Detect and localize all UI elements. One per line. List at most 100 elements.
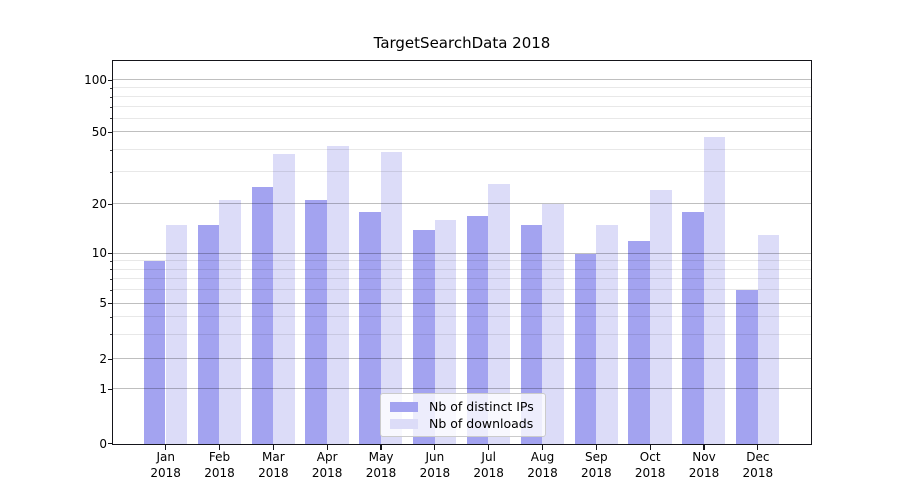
x-axis-tick-mark-aug [541, 445, 544, 450]
x-tick-month: Jun [425, 450, 445, 464]
x-tick-month: Jul [481, 450, 496, 464]
y-axis-minor-tick-mark-6 [110, 290, 113, 292]
x-axis-tick-mark-sep [595, 445, 597, 450]
x-axis-tick-label-jan: Jan 2018 [134, 450, 198, 481]
x-tick-year: 2018 [150, 465, 181, 480]
y-axis-tick-label-2: 2 [99, 352, 107, 367]
y-axis-tick-label-20: 20 [91, 197, 107, 212]
bar-distinct-ips-apr [305, 200, 327, 444]
bar-distinct-ips-oct [628, 240, 650, 444]
y-axis-tick-mark-5 [108, 302, 113, 304]
x-tick-year: 2018 [365, 465, 397, 480]
x-axis-tick-label-oct: Oct 2018 [618, 450, 682, 481]
y-axis-tick-mark-20 [108, 203, 113, 205]
gridline-major-50 [113, 131, 811, 133]
x-axis-tick-label-feb: Feb 2018 [188, 450, 252, 481]
x-tick-month: Sep [585, 450, 608, 464]
bar-distinct-ips-nov [682, 211, 704, 444]
gridline-minor-90 [113, 87, 811, 89]
x-axis-tick-mark-jul [488, 445, 490, 450]
legend-swatch-downloads [390, 418, 418, 429]
x-tick-month: Aug [530, 450, 555, 464]
bar-downloads-mar [273, 153, 295, 444]
bar-downloads-aug [542, 204, 564, 444]
legend-item-distinct-ips: Nb of distinct IPs [390, 398, 537, 415]
chart-title: TargetSearchData 2018 [373, 34, 551, 52]
bar-downloads-nov [703, 137, 726, 444]
x-axis-tick-label-dec: Dec 2018 [726, 450, 790, 481]
y-axis-minor-tick-mark-30 [110, 172, 113, 174]
y-axis-tick-mark-1 [108, 388, 113, 390]
y-axis-tick-mark-10 [108, 252, 113, 254]
y-axis-tick-label-50: 50 [91, 125, 107, 140]
bar-downloads-jan [165, 224, 188, 444]
gridline-minor-30 [113, 171, 811, 173]
gridline-minor-3 [113, 333, 811, 335]
bar-downloads-feb [219, 200, 241, 444]
y-axis-minor-tick-mark-40 [110, 149, 113, 151]
y-axis-tick-label-0: 0 [99, 436, 107, 451]
x-tick-month: Mar [262, 450, 285, 464]
x-axis-tick-mark-mar [272, 445, 274, 450]
gridline-major-5 [113, 302, 811, 304]
gridline-minor-80 [113, 96, 811, 98]
x-tick-month: Dec [746, 450, 770, 464]
x-tick-year: 2018 [473, 465, 504, 480]
x-axis-tick-mark-apr [326, 445, 328, 450]
gridline-major-100 [113, 79, 811, 81]
bar-downloads-sep [596, 224, 618, 444]
x-axis-tick-label-jun: Jun 2018 [403, 450, 467, 481]
x-tick-month: Nov [692, 450, 716, 464]
bar-distinct-ips-feb [197, 224, 220, 444]
y-axis-minor-tick-mark-8 [110, 269, 113, 271]
y-axis-minor-tick-mark-3 [110, 334, 113, 336]
gridline-minor-7 [113, 278, 811, 280]
x-tick-year: 2018 [258, 465, 289, 480]
x-tick-month: Jan [156, 450, 175, 464]
x-axis-tick-mark-feb [218, 445, 221, 450]
gridline-major-1 [113, 388, 811, 390]
y-axis-tick-label-100: 100 [84, 73, 107, 88]
legend-swatch-distinct-ips [390, 401, 418, 412]
bar-distinct-ips-jul [466, 215, 489, 444]
gridline-major-20 [113, 203, 811, 205]
legend-label-distinct-ips: Nb of distinct IPs [429, 399, 534, 414]
y-axis-tick-label-5: 5 [99, 296, 107, 311]
gridline-minor-4 [113, 316, 811, 318]
gridline-minor-60 [113, 117, 811, 119]
bar-downloads-jun [434, 220, 457, 444]
x-axis-tick-label-sep: Sep 2018 [564, 450, 628, 481]
x-tick-year: 2018 [311, 465, 343, 480]
x-tick-year: 2018 [419, 465, 451, 480]
y-axis-tick-mark-2 [108, 358, 113, 360]
gridline-minor-6 [113, 289, 811, 291]
y-axis-tick-mark-0 [108, 443, 113, 445]
x-axis-tick-label-jul: Jul 2018 [457, 450, 521, 481]
legend-label-downloads: Nb of downloads [429, 416, 534, 431]
bar-distinct-ips-mar [251, 186, 274, 444]
y-axis-minor-tick-mark-4 [110, 316, 113, 318]
bar-distinct-ips-dec [736, 290, 758, 444]
gridline-major-10 [113, 252, 811, 254]
y-axis-minor-tick-mark-80 [110, 96, 113, 98]
x-axis-tick-mark-oct [649, 445, 651, 450]
gridline-minor-40 [113, 148, 811, 150]
x-tick-year: 2018 [581, 465, 612, 480]
bar-distinct-ips-jan [143, 261, 166, 444]
bar-distinct-ips-sep [574, 253, 597, 444]
x-axis-tick-label-aug: Aug 2018 [511, 450, 575, 481]
gridline-minor-9 [113, 260, 811, 262]
x-axis-tick-label-mar: Mar 2018 [241, 450, 305, 481]
bar-downloads-apr [326, 146, 349, 444]
x-axis-tick-label-may: May 2018 [349, 450, 413, 481]
bar-downloads-jul [488, 183, 511, 444]
x-tick-month: Oct [639, 450, 661, 464]
x-tick-year: 2018 [204, 465, 235, 480]
y-axis-minor-tick-mark-90 [110, 88, 113, 89]
plot-area: Nb of distinct IPs Nb of downloads [112, 60, 812, 445]
y-axis-tick-label-10: 10 [91, 246, 107, 261]
y-axis-tick-mark-50 [108, 131, 113, 133]
x-tick-month: Feb [208, 450, 231, 464]
x-axis-tick-mark-jun [434, 445, 436, 450]
